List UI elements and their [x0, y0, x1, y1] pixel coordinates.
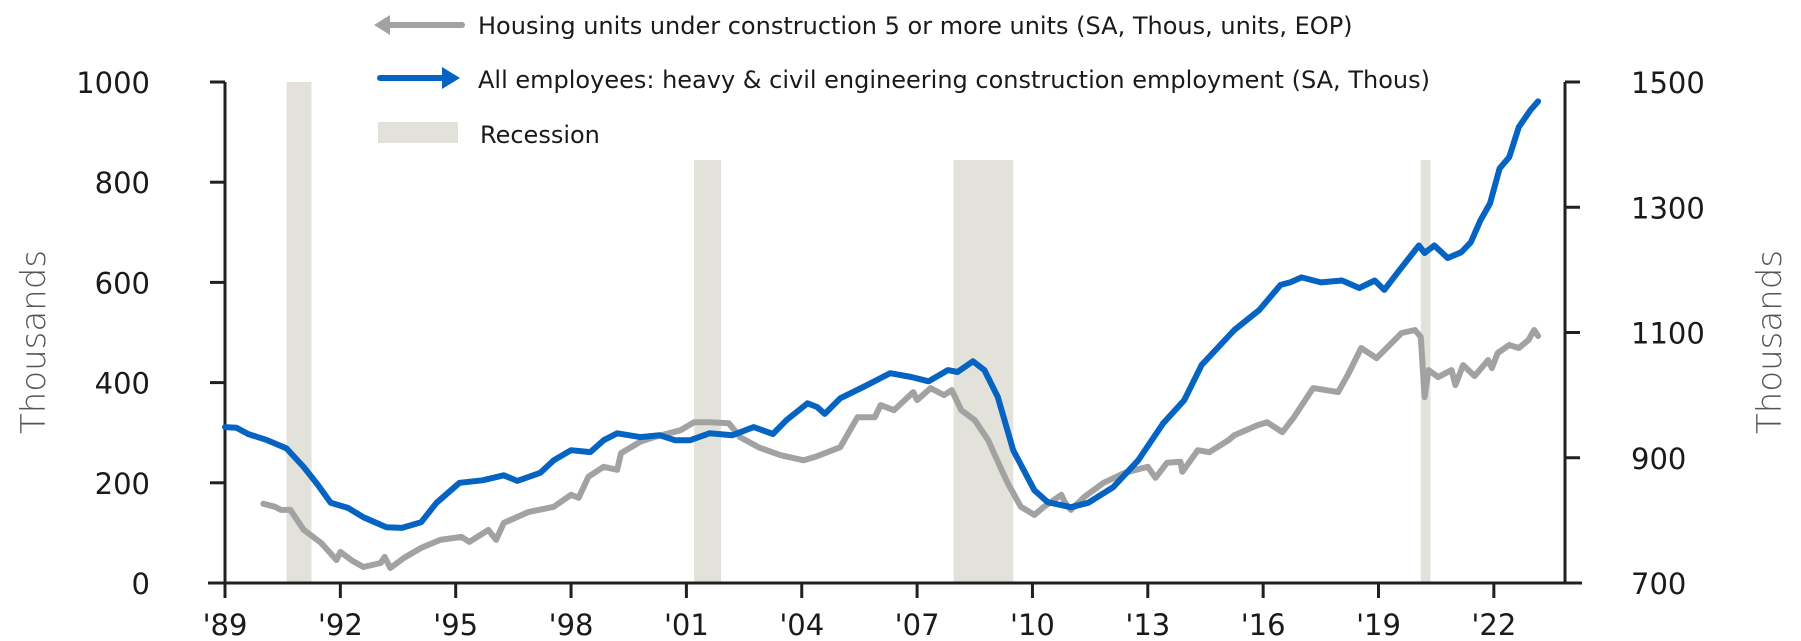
axes: [208, 82, 1582, 585]
series-line-employment: [222, 98, 1542, 531]
legend-item-recession: Recession: [378, 121, 600, 149]
arrow-left-icon: [374, 15, 465, 35]
recession-bands: [286, 82, 1431, 583]
legend-label-employment: All employees: heavy & civil engineering…: [478, 66, 1430, 94]
left-y-tick-label: 600: [95, 266, 150, 300]
recession-band: [694, 160, 722, 583]
right-y-tick-label: 1100: [1631, 317, 1705, 351]
left-y-tick-label: 1000: [76, 66, 150, 100]
x-tick-label: '16: [1241, 608, 1286, 641]
left-y-tick-label: 200: [95, 467, 150, 501]
legend: Housing units under construction 5 or mo…: [374, 12, 1430, 149]
x-tick-label: '04: [779, 608, 824, 641]
right-y-ticks: 700 900 1100 1300 1500: [1565, 66, 1705, 601]
x-tick-label: '89: [203, 608, 248, 641]
x-tick-label: '10: [1010, 608, 1055, 641]
series-line-housing-units: [260, 327, 1542, 571]
x-tick-label: '95: [433, 608, 478, 641]
recession-band: [286, 82, 312, 583]
left-y-axis-title: Thousands: [14, 250, 54, 434]
recession-swatch: [378, 122, 458, 143]
x-tick-label: '22: [1471, 608, 1516, 641]
right-y-tick-label: 700: [1631, 567, 1686, 601]
right-y-axis-title: Thousands: [1750, 250, 1790, 434]
legend-label-housing: Housing units under construction 5 or mo…: [478, 12, 1353, 40]
right-y-tick-label: 1500: [1631, 66, 1705, 100]
arrow-right-icon: [377, 67, 460, 89]
x-tick-label: '13: [1125, 608, 1170, 641]
right-y-tick-label: 1300: [1631, 191, 1705, 225]
x-tick-label: '01: [664, 608, 709, 641]
x-tick-label: '98: [549, 608, 594, 641]
x-ticks: '89 '92 '95 '98 '01 '04 '07 '10 '13 '16 '19 '22: [203, 583, 1516, 641]
left-y-tick-label: 800: [95, 166, 150, 200]
series-lines: [222, 98, 1542, 571]
x-tick-label: '07: [895, 608, 940, 641]
left-y-tick-label: 0: [132, 567, 150, 601]
x-tick-label: '92: [318, 608, 363, 641]
left-y-ticks: 0 200 400 600 800 1000: [76, 66, 225, 601]
legend-label-recession: Recession: [480, 121, 600, 149]
left-y-tick-label: 400: [95, 367, 150, 401]
legend-item-housing: Housing units under construction 5 or mo…: [374, 12, 1353, 40]
right-y-tick-label: 900: [1631, 442, 1686, 476]
x-tick-label: '19: [1356, 608, 1401, 641]
legend-item-employment: All employees: heavy & civil engineering…: [377, 66, 1430, 94]
